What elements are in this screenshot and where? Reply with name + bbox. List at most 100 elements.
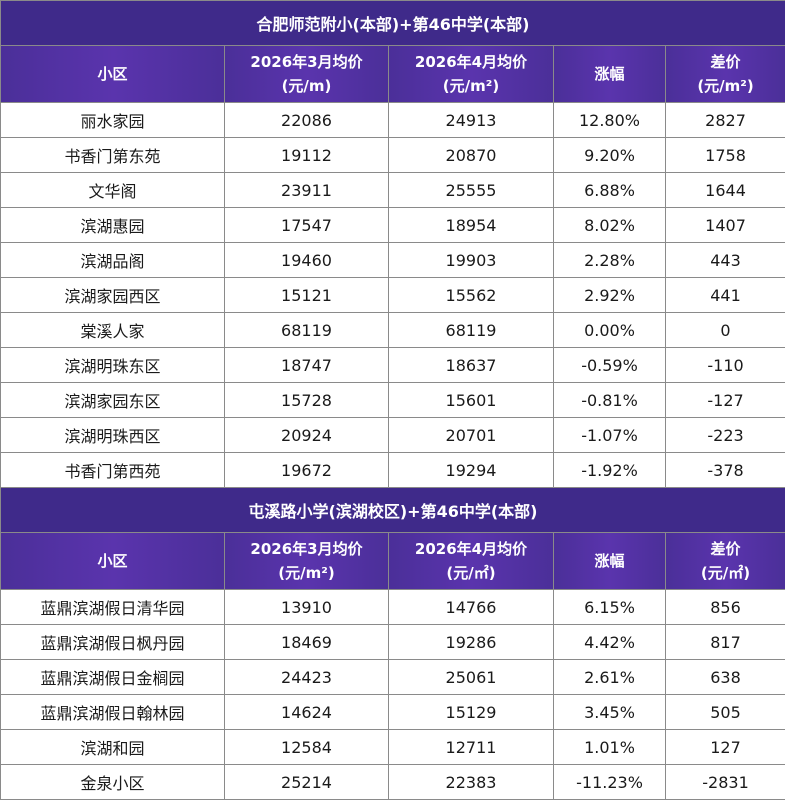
cell-april: 14766 [388,589,554,625]
cell-name: 滨湖和园 [0,729,225,765]
cell-march: 14624 [224,694,389,730]
cell-diff: -378 [664,452,785,488]
cell-change: 6.88% [553,172,666,208]
cell-change: 0.00% [553,312,666,348]
cell-diff: 441 [664,277,785,313]
header-march-label: 2026年3月均价 [250,540,363,558]
cell-march: 18747 [224,347,389,383]
cell-name: 滨湖品阁 [0,242,225,278]
header-march-unit: (元/m) [281,77,332,95]
cell-name: 滨湖惠园 [0,207,225,243]
cell-april: 15562 [388,277,554,313]
cell-march: 24423 [224,659,389,695]
cell-diff: 443 [664,242,785,278]
cell-march: 17547 [224,207,389,243]
table-row: 书香门第东苑 19112 20870 9.20% 1758 [0,137,785,173]
header-diff: 差价 (元/m²) [664,45,785,103]
table-row: 滨湖明珠西区 20924 20701 -1.07% -223 [0,417,785,453]
table-row: 滨湖和园 12584 12711 1.01% 127 [0,729,785,765]
cell-change: -11.23% [553,764,666,800]
section2-title-row: 屯溪路小学(滨湖校区)+第46中学(本部) [0,487,785,533]
header-april-unit: (元/m²) [442,77,500,95]
table-row: 滨湖品阁 19460 19903 2.28% 443 [0,242,785,278]
cell-april: 25061 [388,659,554,695]
cell-change: -1.92% [553,452,666,488]
cell-name: 丽水家园 [0,102,225,138]
cell-april: 20701 [388,417,554,453]
cell-march: 15121 [224,277,389,313]
cell-march: 15728 [224,382,389,418]
cell-change: 3.45% [553,694,666,730]
cell-march: 20924 [224,417,389,453]
cell-change: 6.15% [553,589,666,625]
cell-diff: -127 [664,382,785,418]
cell-april: 19903 [388,242,554,278]
cell-march: 18469 [224,624,389,660]
cell-march: 19672 [224,452,389,488]
table-row: 滨湖明珠东区 18747 18637 -0.59% -110 [0,347,785,383]
cell-march: 23911 [224,172,389,208]
cell-april: 68119 [388,312,554,348]
section1-header-row: 小区 2026年3月均价 (元/m) 2026年4月均价 (元/m²) 涨幅 差… [0,45,785,103]
cell-name: 书香门第东苑 [0,137,225,173]
cell-march: 68119 [224,312,389,348]
header-april: 2026年4月均价 (元/m²) [388,45,554,103]
cell-name: 蓝鼎滨湖假日清华园 [0,589,225,625]
cell-april: 20870 [388,137,554,173]
table-row: 金泉小区 25214 22383 -11.23% -2831 [0,764,785,800]
cell-diff: 817 [664,624,785,660]
header-change: 涨幅 [553,532,666,590]
table-row: 滨湖惠园 17547 18954 8.02% 1407 [0,207,785,243]
header-march: 2026年3月均价 (元/m) [224,45,389,103]
cell-name: 蓝鼎滨湖假日翰林园 [0,694,225,730]
cell-change: 1.01% [553,729,666,765]
section1-title-row: 合肥师范附小(本部)+第46中学(本部) [0,0,785,46]
table-row: 蓝鼎滨湖假日金榈园 24423 25061 2.61% 638 [0,659,785,695]
cell-diff: -223 [664,417,785,453]
section2-title: 屯溪路小学(滨湖校区)+第46中学(本部) [0,487,785,533]
cell-diff: 2827 [664,102,785,138]
cell-change: 2.92% [553,277,666,313]
cell-april: 15129 [388,694,554,730]
cell-name: 蓝鼎滨湖假日金榈园 [0,659,225,695]
cell-change: 12.80% [553,102,666,138]
table-row: 滨湖家园东区 15728 15601 -0.81% -127 [0,382,785,418]
cell-change: 2.61% [553,659,666,695]
cell-change: -1.07% [553,417,666,453]
header-diff-label: 差价 [710,53,741,71]
cell-march: 19112 [224,137,389,173]
cell-change: -0.81% [553,382,666,418]
cell-march: 25214 [224,764,389,800]
cell-march: 12584 [224,729,389,765]
table-row: 滨湖家园西区 15121 15562 2.92% 441 [0,277,785,313]
section2-header-row: 小区 2026年3月均价 (元/m²) 2026年4月均价 (元/㎡) 涨幅 差价 (元/㎡) [0,532,785,590]
cell-april: 24913 [388,102,554,138]
cell-change: 8.02% [553,207,666,243]
table-row: 书香门第西苑 19672 19294 -1.92% -378 [0,452,785,488]
header-april-label: 2026年4月均价 [414,540,528,558]
cell-name: 棠溪人家 [0,312,225,348]
cell-name: 滨湖明珠东区 [0,347,225,383]
cell-april: 19286 [388,624,554,660]
header-april: 2026年4月均价 (元/㎡) [388,532,554,590]
cell-diff: 505 [664,694,785,730]
cell-diff: 638 [664,659,785,695]
header-march-unit: (元/m²) [278,564,335,582]
table-row: 蓝鼎滨湖假日清华园 13910 14766 6.15% 856 [0,589,785,625]
cell-diff: 1407 [664,207,785,243]
cell-name: 书香门第西苑 [0,452,225,488]
cell-name: 滨湖明珠西区 [0,417,225,453]
cell-change: 9.20% [553,137,666,173]
cell-change: 4.42% [553,624,666,660]
cell-march: 19460 [224,242,389,278]
cell-april: 22383 [388,764,554,800]
cell-april: 12711 [388,729,554,765]
header-april-label: 2026年4月均价 [414,53,528,71]
cell-march: 22086 [224,102,389,138]
cell-change: 2.28% [553,242,666,278]
cell-april: 25555 [388,172,554,208]
cell-diff: 0 [664,312,785,348]
table-row: 蓝鼎滨湖假日翰林园 14624 15129 3.45% 505 [0,694,785,730]
